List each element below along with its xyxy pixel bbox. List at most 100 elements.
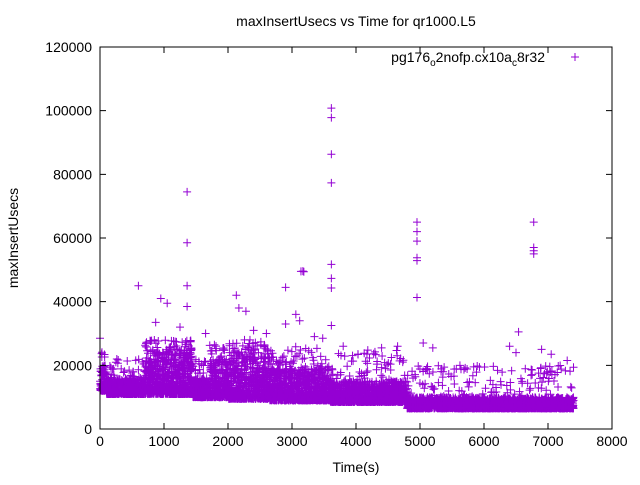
data-point <box>126 381 135 390</box>
data-point <box>354 350 363 359</box>
data-point <box>135 373 144 382</box>
data-point <box>114 381 123 390</box>
data-point <box>114 355 123 364</box>
data-point <box>300 354 309 363</box>
data-point <box>168 388 177 397</box>
data-point <box>165 387 174 396</box>
data-point <box>141 341 150 350</box>
data-point <box>142 339 151 348</box>
data-point <box>179 372 188 381</box>
data-point <box>161 336 170 345</box>
data-point <box>128 367 137 376</box>
data-point <box>153 367 162 376</box>
data-point <box>355 368 364 377</box>
data-point <box>186 372 195 381</box>
data-point <box>181 377 190 386</box>
data-point <box>118 387 127 396</box>
data-point <box>363 359 372 368</box>
data-point <box>141 380 150 389</box>
data-point <box>99 362 108 371</box>
data-point <box>150 335 159 344</box>
data-point <box>100 350 109 359</box>
data-point <box>123 356 132 365</box>
data-point <box>134 365 143 374</box>
data-point <box>125 366 134 375</box>
data-point <box>131 356 140 365</box>
data-point <box>328 365 337 374</box>
data-point <box>106 363 115 372</box>
data-point <box>109 389 118 398</box>
data-point <box>225 339 234 348</box>
data-point <box>179 358 188 367</box>
data-point <box>156 385 165 394</box>
data-point <box>112 355 121 364</box>
data-point <box>186 336 195 345</box>
data-point <box>102 370 111 379</box>
data-point <box>181 338 190 347</box>
data-point <box>163 381 172 390</box>
data-point <box>369 349 378 358</box>
data-point <box>159 348 168 357</box>
data-point <box>150 359 159 368</box>
data-point <box>199 361 208 370</box>
data-point <box>148 365 157 374</box>
data-point <box>165 343 174 352</box>
data-point <box>347 357 356 366</box>
data-point <box>149 376 158 385</box>
chart-title: maxInsertUsecs vs Time for qr1000.L5 <box>236 13 476 29</box>
data-point <box>186 353 195 362</box>
data-point <box>183 349 192 358</box>
data-point <box>171 374 180 383</box>
data-point <box>158 366 167 375</box>
data-point <box>113 376 122 385</box>
data-point <box>105 361 114 370</box>
data-point <box>173 365 182 374</box>
data-point <box>166 343 175 352</box>
data-point <box>142 342 151 351</box>
data-point <box>153 343 162 352</box>
data-point <box>161 356 170 365</box>
data-point <box>96 367 105 376</box>
data-point <box>343 362 352 371</box>
data-point <box>144 389 153 398</box>
data-point <box>163 369 172 378</box>
data-point <box>195 365 204 374</box>
data-point <box>167 364 176 373</box>
data-point <box>377 371 386 380</box>
data-point <box>148 346 157 355</box>
data-point <box>312 344 321 353</box>
data-point <box>291 342 300 351</box>
data-point <box>128 371 137 380</box>
data-point <box>169 355 178 364</box>
data-point <box>151 369 160 378</box>
data-point <box>296 346 305 355</box>
data-point <box>345 372 354 381</box>
data-point <box>167 336 176 345</box>
data-point <box>178 363 187 372</box>
data-point <box>103 386 112 395</box>
data-point <box>177 345 186 354</box>
data-point <box>145 358 154 367</box>
data-point <box>186 344 195 353</box>
data-point <box>174 382 183 391</box>
data-point <box>119 385 128 394</box>
data-point <box>167 377 176 386</box>
data-point <box>142 368 151 377</box>
data-point <box>152 349 161 358</box>
data-point <box>142 354 151 363</box>
data-point <box>180 365 189 374</box>
data-point <box>283 346 292 355</box>
data-point <box>128 386 137 395</box>
data-point <box>348 351 357 360</box>
data-point <box>171 337 180 346</box>
data-point <box>180 387 189 396</box>
data-point <box>392 346 401 355</box>
data-point <box>386 365 395 374</box>
data-points <box>96 104 578 413</box>
data-point <box>316 352 325 361</box>
data-point <box>171 350 180 359</box>
data-point <box>142 361 151 370</box>
data-point <box>160 375 169 384</box>
data-point <box>146 337 155 346</box>
